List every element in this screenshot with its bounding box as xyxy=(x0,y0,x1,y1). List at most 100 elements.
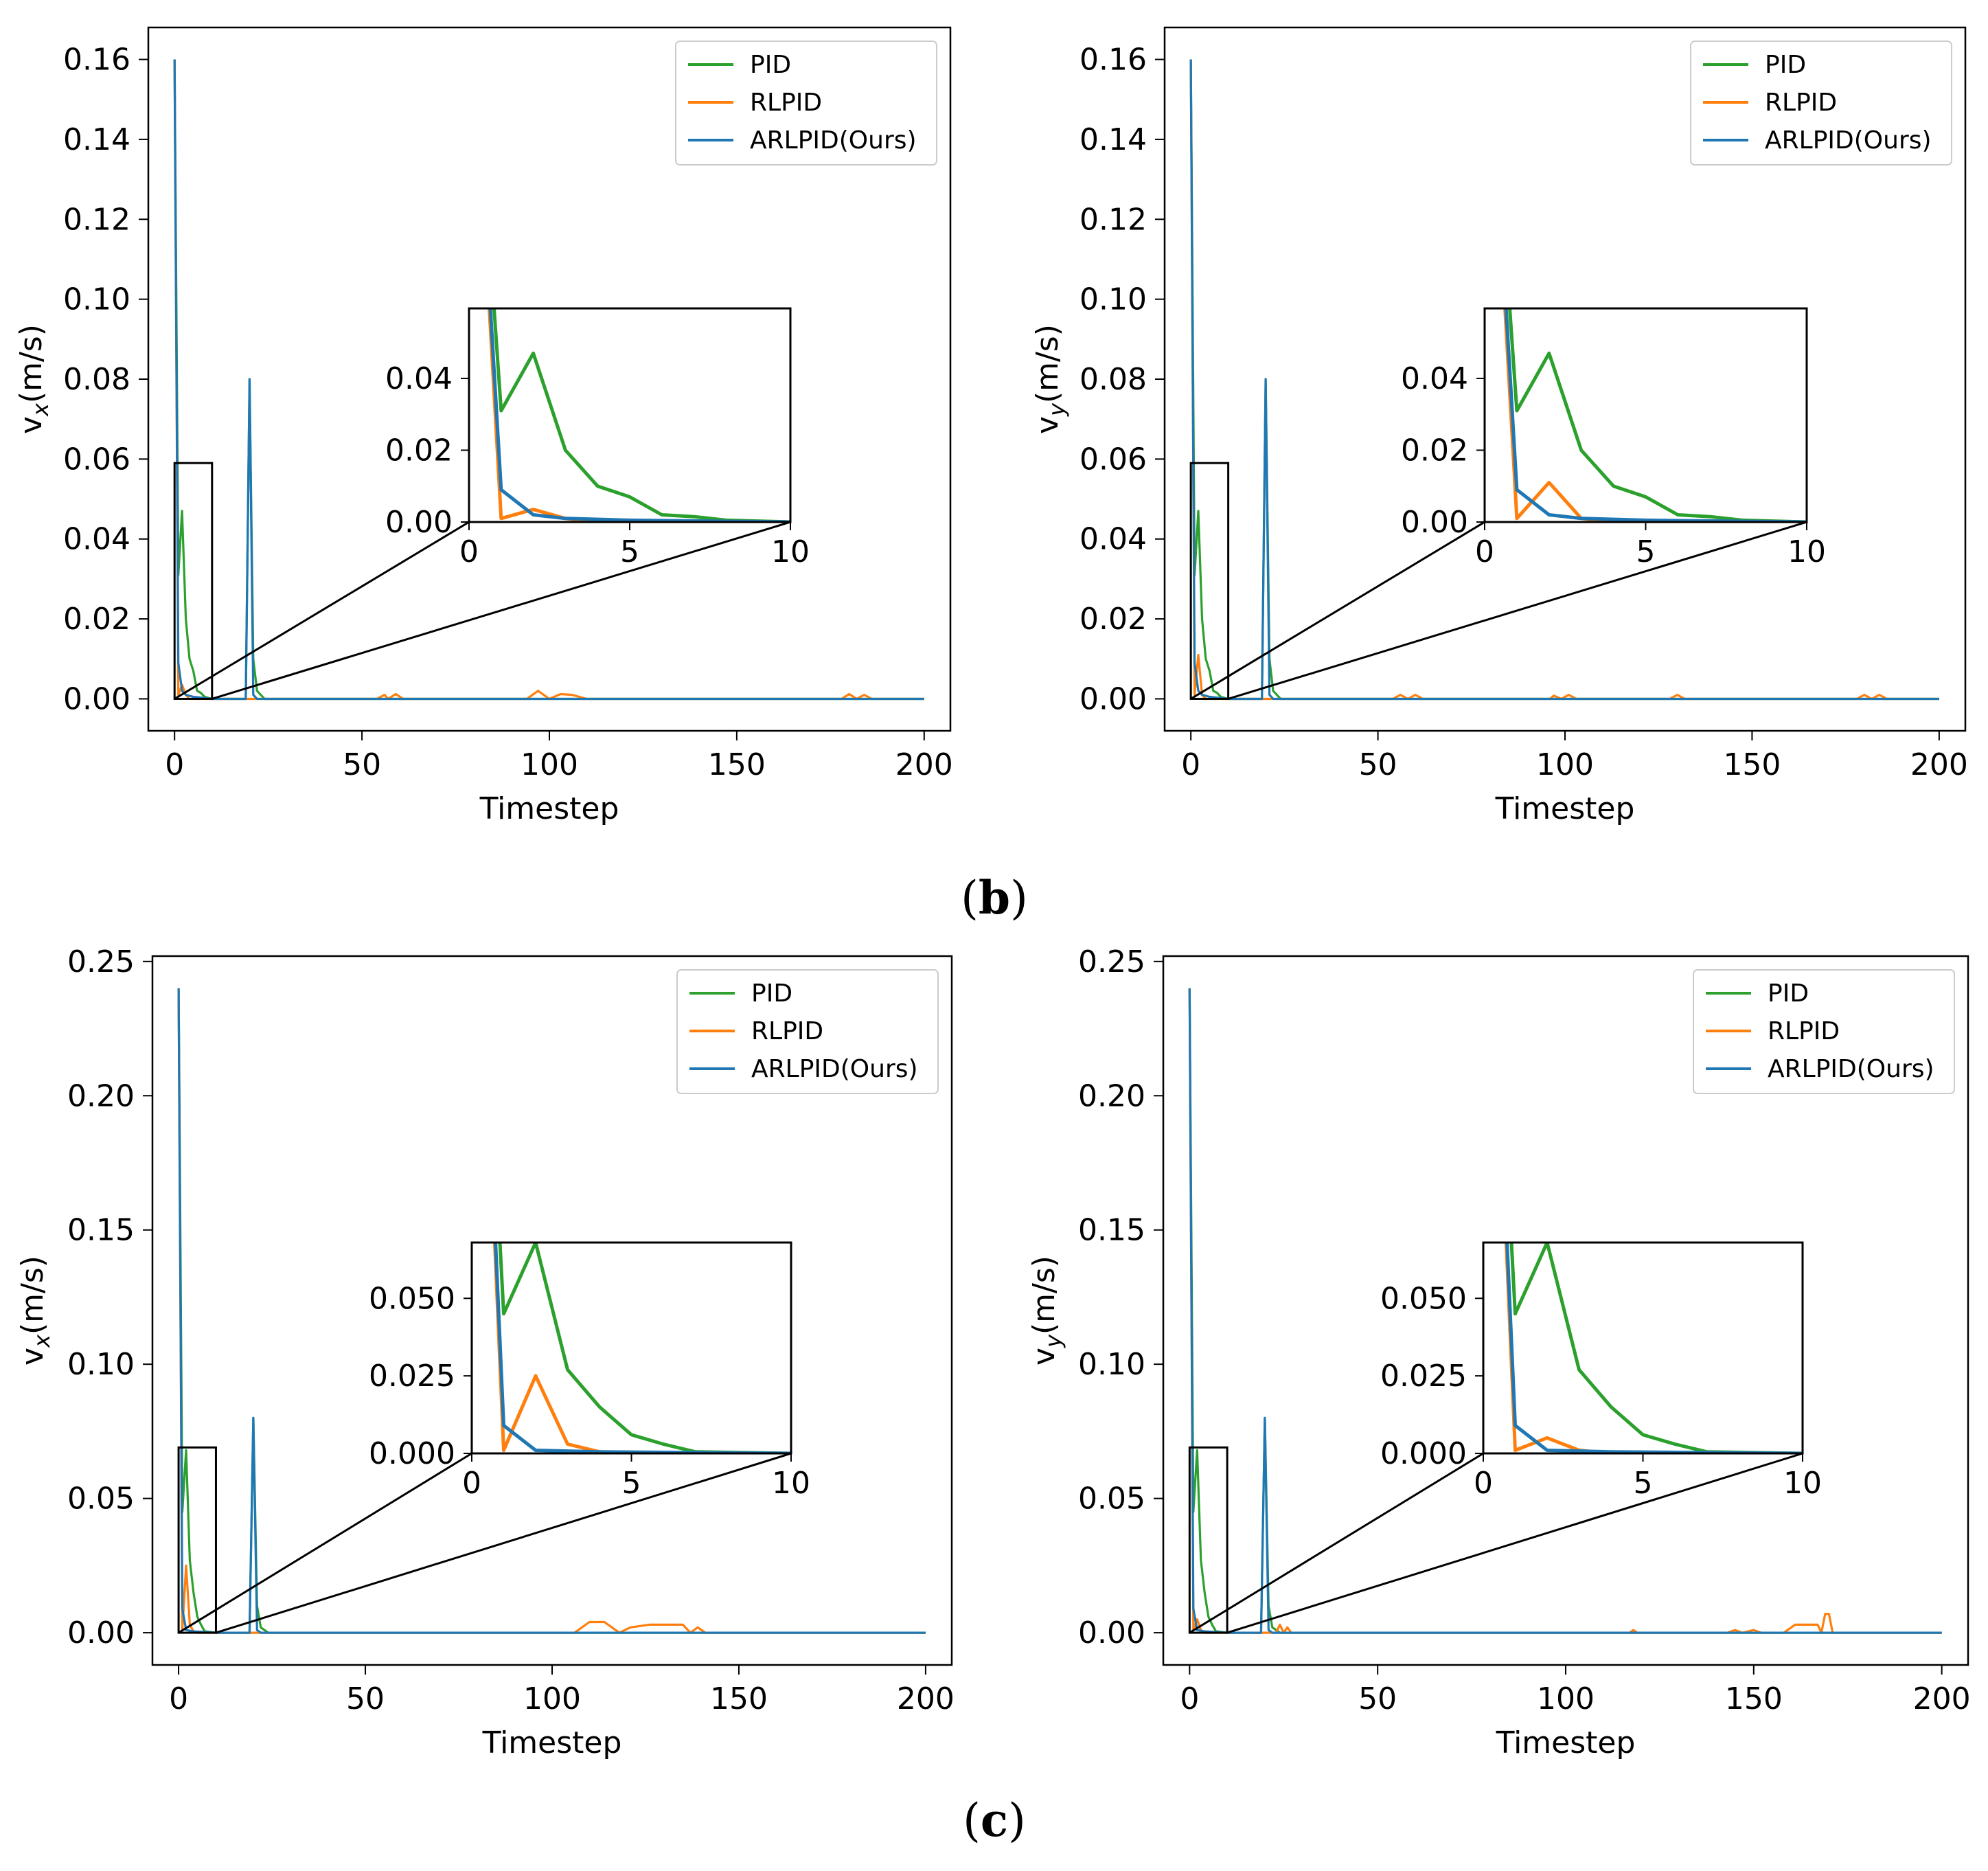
inset-background xyxy=(472,1243,791,1453)
y-tick-label: 0.16 xyxy=(1079,43,1147,78)
y-tick-label: 0.08 xyxy=(63,362,130,397)
y-tick-label: 0.05 xyxy=(67,1482,135,1517)
inset-x-tick-label: 10 xyxy=(1783,1466,1822,1501)
y-axis-label-base: v xyxy=(14,416,49,434)
series-line-arlpidours xyxy=(1188,988,1942,1634)
x-tick-label: 100 xyxy=(1537,1681,1595,1716)
inset-panel: 0 5 10 0.00 0.02 0.04 xyxy=(1401,307,1826,569)
y-tick-label: 0.12 xyxy=(1079,202,1147,237)
x-axis-label: Timestep xyxy=(479,791,619,826)
y-axis-label: vx(m/s) xyxy=(14,324,54,434)
inset-x-tick-label: 10 xyxy=(771,534,810,569)
series-line-arlpidours xyxy=(177,988,926,1634)
inset-y-tick-label: 0.02 xyxy=(385,433,453,468)
zoom-connector-right xyxy=(1228,521,1807,700)
inset-series-group xyxy=(488,308,790,522)
y-tick-label: 0.20 xyxy=(67,1078,135,1113)
y-axis-label-base: v xyxy=(1030,416,1065,434)
y-axis-label-sub: x xyxy=(29,1334,55,1348)
caption-b-close: ) xyxy=(1010,872,1028,925)
inset-series-group xyxy=(1504,1243,1803,1453)
y-tick-label: 0.00 xyxy=(67,1615,135,1651)
y-tick-label: 0.15 xyxy=(67,1213,135,1248)
inset-y-tick-label: 0.00 xyxy=(1401,505,1468,540)
y-tick-label: 0.14 xyxy=(1079,122,1147,157)
inset-y-tick-label: 0.000 xyxy=(369,1436,455,1471)
legend-label-rlpid: RLPID xyxy=(1765,89,1837,117)
inset-x-tick-label: 5 xyxy=(622,1466,641,1501)
caption-b-open: ( xyxy=(961,872,979,925)
x-tick-label: 0 xyxy=(169,1681,188,1716)
y-axis-label-unit: (m/s) xyxy=(14,324,49,403)
svg-text:(c): (c) xyxy=(963,1793,1026,1847)
inset-panel: 0 5 10 0.000 0.025 0.050 xyxy=(1380,1241,1822,1501)
zoom-box xyxy=(173,462,214,700)
legend-frame xyxy=(675,41,937,166)
inset-series-group xyxy=(492,1243,791,1453)
caption-c-letter: c xyxy=(981,1793,1008,1847)
inset-panel: 0 5 10 0.000 0.025 0.050 xyxy=(369,1241,810,1501)
legend-frame xyxy=(676,969,939,1094)
y-axis-label-base: v xyxy=(1027,1348,1062,1365)
x-axis-label: Timestep xyxy=(1496,1725,1636,1760)
y-axis-label-unit: (m/s) xyxy=(1027,1256,1062,1335)
inset-series-line-pid xyxy=(498,1243,791,1453)
y-tick-label: 0.06 xyxy=(1079,442,1147,477)
legend-label-pid: PID xyxy=(751,979,792,1008)
series-line-pid xyxy=(1189,59,1939,701)
x-tick-label: 200 xyxy=(1913,1681,1971,1716)
x-tick-label: 100 xyxy=(1536,747,1594,782)
inset-x-tick-label: 0 xyxy=(1475,534,1494,569)
zoom-connector-right xyxy=(1226,1452,1803,1634)
series-line-pid xyxy=(173,59,924,701)
inset-y-tick-label: 0.04 xyxy=(385,361,453,396)
svg-text:(b): (b) xyxy=(961,871,1028,925)
x-tick-label: 100 xyxy=(521,747,578,782)
y-tick-label: 0.02 xyxy=(1079,602,1147,637)
inset-x-tick-label: 0 xyxy=(462,1466,481,1501)
x-tick-label: 150 xyxy=(708,747,766,782)
inset-series-line-arlpidours xyxy=(488,308,790,522)
y-axis-label-unit: (m/s) xyxy=(1030,324,1065,403)
chart-panel-1: 0 50 100 150 2000.000.020.040.060.080.100.12… xyxy=(14,26,953,826)
y-tick-label: 0.08 xyxy=(1079,362,1147,397)
inset-y-tick-label: 0.025 xyxy=(1380,1359,1467,1394)
inset-series-line-arlpidours xyxy=(1504,308,1807,522)
zoom-connector-left xyxy=(178,1452,472,1634)
x-tick-label: 150 xyxy=(1723,747,1781,782)
inset-y-tick-label: 0.02 xyxy=(1401,433,1468,468)
x-tick-label: 50 xyxy=(346,1681,385,1716)
legend-frame xyxy=(1693,969,1955,1094)
caption-b-letter: b xyxy=(979,871,1010,925)
inset-y-tick-label: 0.04 xyxy=(1401,361,1468,396)
legend-label-pid: PID xyxy=(1765,51,1806,79)
x-tick-label: 50 xyxy=(1358,1681,1397,1716)
y-tick-label: 0.25 xyxy=(1078,944,1145,979)
x-tick-label: 0 xyxy=(165,747,184,782)
legend-label-pid: PID xyxy=(1768,979,1809,1008)
zoom-connector-left xyxy=(1189,1452,1484,1634)
y-axis-label: vy(m/s) xyxy=(1027,1256,1066,1365)
inset-background xyxy=(1485,308,1807,522)
legend-label-arlpidours: ARLPID(Ours) xyxy=(751,1055,918,1083)
y-tick-label: 0.10 xyxy=(63,282,130,317)
y-tick-label: 0.00 xyxy=(1079,681,1147,716)
y-axis-label: vy(m/s) xyxy=(1030,324,1070,434)
inset-x-tick-label: 5 xyxy=(1634,1466,1653,1501)
x-tick-label: 200 xyxy=(1910,747,1968,782)
y-tick-label: 0.02 xyxy=(63,602,130,637)
y-tick-label: 0.04 xyxy=(1079,522,1147,557)
inset-series-line-pid xyxy=(1509,1243,1803,1453)
caption-c-close: ) xyxy=(1008,1794,1026,1847)
y-tick-label: 0.20 xyxy=(1078,1078,1145,1113)
chart-panel-2: 0 50 100 150 2000.000.020.040.060.080.100.12… xyxy=(1030,26,1968,826)
inset-series-group xyxy=(1503,308,1807,522)
x-tick-label: 200 xyxy=(895,747,953,782)
inset-x-tick-label: 0 xyxy=(459,534,479,569)
inset-series-line-pid xyxy=(492,308,790,522)
legend-label-rlpid: RLPID xyxy=(751,1017,823,1045)
y-tick-label: 0.00 xyxy=(63,681,130,716)
y-axis-label-sub: x xyxy=(27,402,54,417)
x-tick-label: 0 xyxy=(1181,747,1200,782)
